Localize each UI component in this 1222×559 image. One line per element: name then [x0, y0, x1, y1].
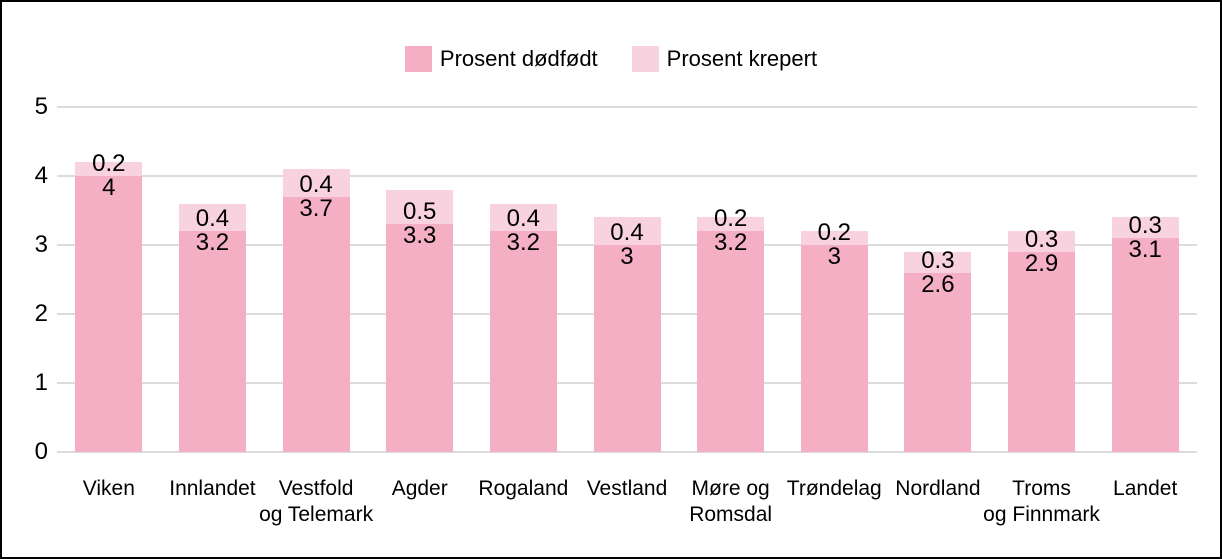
bar-segment-krepert [178, 203, 246, 232]
bar-segment-dodfodt [282, 196, 350, 452]
bar-segment-krepert [282, 169, 350, 197]
bar-value-labels: 0.2 4 [92, 150, 126, 201]
bar-value-labels: 0.4 3.2 [506, 205, 541, 257]
x-axis-label-2: Innlandet [169, 477, 256, 500]
bar-10 [1008, 231, 1076, 452]
x-axis-label-11: Landet [1113, 477, 1178, 500]
gridline-y0 [57, 451, 1197, 453]
bar-value-labels: 0.3 2.6 [921, 246, 955, 298]
y-axis-tick-label: 5 [34, 93, 48, 120]
bar-segment-krepert [75, 162, 143, 176]
x-axis-label-3: Vestfold og Telemark [259, 477, 374, 526]
bar-segment-krepert [904, 251, 972, 273]
bar-value-labels: 0.4 3 [610, 219, 644, 270]
bar-segment-dodfodt [800, 244, 868, 452]
bar-1 [75, 162, 143, 452]
bar-4 [386, 189, 454, 452]
bar-value-labels: 0.3 3.1 [1128, 212, 1162, 264]
bar-3 [282, 169, 350, 452]
bar-segment-dodfodt [1008, 251, 1076, 452]
x-axis-label-7: Møre og Romsdal [689, 477, 773, 526]
bar-segment-dodfodt [593, 244, 661, 452]
bar-segment-krepert [386, 189, 454, 225]
y-axis-tick-label: 1 [34, 369, 48, 396]
bar-segment-krepert [697, 217, 765, 232]
bar-segment-dodfodt [386, 224, 454, 452]
bar-9 [904, 251, 972, 452]
bar-value-labels: 0.5 3.3 [403, 198, 437, 250]
bar-value-labels: 0.3 2.9 [1024, 225, 1059, 277]
bar-6 [593, 217, 661, 452]
gridline-y4 [57, 175, 1197, 177]
gridline-y5 [57, 106, 1197, 108]
bar-segment-dodfodt [75, 175, 143, 452]
bar-8 [800, 231, 868, 452]
bar-segment-dodfodt [178, 231, 246, 452]
bar-segment-dodfodt [904, 272, 972, 452]
x-axis-label-10: Troms og Finnmark [983, 477, 1100, 526]
bar-2 [178, 203, 246, 452]
y-axis-tick-label: 3 [34, 231, 48, 258]
bar-segment-krepert [593, 217, 661, 245]
bar-value-labels: 0.4 3.7 [299, 170, 333, 222]
bar-segment-krepert [1008, 231, 1076, 252]
x-axis-label-9: Nordland [895, 477, 981, 500]
x-axis-label-4: Agder [391, 477, 448, 500]
y-axis-tick-label: 0 [34, 438, 48, 465]
bar-segment-dodfodt [697, 231, 765, 452]
y-axis-tick-label: 2 [34, 300, 48, 327]
bar-segment-dodfodt [489, 231, 557, 452]
bar-value-labels: 0.2 3.2 [713, 205, 748, 257]
bar-value-labels: 0.4 3.2 [195, 205, 230, 257]
bar-segment-krepert [800, 231, 868, 245]
y-axis-tick-label: 4 [34, 162, 48, 189]
x-axis-label-1: Viken [82, 477, 135, 500]
bar-value-labels: 0.2 3 [817, 219, 851, 270]
bar-segment-dodfodt [1111, 238, 1179, 452]
bar-segment-krepert [1111, 217, 1179, 239]
x-axis-label-5: Rogaland [478, 477, 569, 500]
bar-segment-krepert [489, 203, 557, 232]
x-axis-label-6: Vestland [586, 477, 668, 500]
bar-5 [489, 203, 557, 452]
x-axis-label-8: Trøndelag [786, 477, 882, 500]
bar-7 [697, 217, 765, 452]
bar-11 [1111, 217, 1179, 452]
